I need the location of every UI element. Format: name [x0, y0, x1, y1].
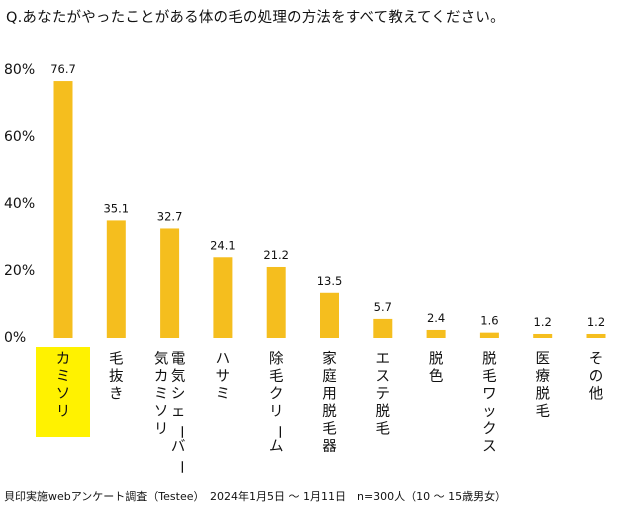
bar-value-label: 35.1	[103, 201, 129, 215]
category-label-char: サ	[216, 369, 231, 385]
bar	[426, 329, 446, 338]
y-tick-label: 60%	[4, 129, 35, 145]
bar-value-label: 1.2	[587, 315, 605, 329]
category-label-char: 毛	[269, 368, 284, 385]
bar	[533, 333, 553, 338]
category-label-char: 毛	[376, 421, 391, 438]
category-label-char: 毛	[482, 368, 497, 385]
category-label-char: き	[109, 386, 124, 403]
category-label-char: バ	[171, 439, 186, 455]
category-label-char: ミ	[154, 387, 169, 403]
category-label-char: 色	[429, 368, 444, 385]
category-label-char: 医	[535, 352, 550, 368]
category-label-char: ッ	[482, 404, 497, 420]
category-label-char: エ	[376, 352, 391, 368]
bar	[373, 318, 393, 338]
bar-value-label: 13.5	[317, 274, 343, 288]
bar-value-label: 5.7	[374, 300, 392, 314]
question-title: Q.あなたがやったことがある体の毛の処理の方法をすべて教えてください。	[6, 10, 505, 26]
category-label-char: ム	[269, 439, 284, 455]
category-label-char: 器	[322, 439, 337, 455]
y-tick-label: 80%	[4, 62, 35, 78]
bar-value-label: 32.7	[157, 209, 183, 223]
category-label-char: 気	[171, 368, 186, 385]
category-label-char: シ	[171, 387, 186, 403]
category-label-char: 毛	[322, 421, 337, 438]
category-label-char: ー	[271, 425, 287, 440]
category-label-char: ハ	[216, 352, 231, 368]
category-label-char: 除	[269, 351, 284, 368]
category-label-char: 庭	[322, 368, 337, 385]
category-label-char: ミ	[216, 387, 231, 403]
category-label-char: ク	[482, 421, 497, 438]
category-label-char: テ	[376, 387, 391, 403]
bar-value-label: 21.2	[263, 248, 289, 262]
category-label-char: ソ	[154, 404, 169, 420]
category-label-char: ス	[482, 439, 497, 455]
category-label-char: 他	[589, 386, 604, 403]
y-tick-label: 20%	[4, 263, 35, 279]
category-label-char: 脱	[482, 351, 497, 368]
category-label-char: ス	[376, 369, 391, 385]
category-label-char: 療	[535, 368, 550, 385]
bar-value-label: 1.6	[480, 314, 498, 328]
category-label-char: 抜	[109, 368, 124, 385]
bar	[160, 228, 180, 338]
bar	[266, 266, 286, 338]
category-label-char: リ	[56, 404, 71, 420]
category-label-char: ェ	[171, 404, 186, 420]
category-label-char: 家	[322, 351, 337, 368]
bar	[106, 220, 126, 338]
category-label-char: ワ	[482, 387, 497, 403]
bar-value-label: 76.7	[50, 62, 76, 76]
category-label-char: の	[589, 369, 604, 385]
survey-source-note: 貝印実施webアンケート調査（Testee） 2024年1月5日 ～ 1月11日…	[4, 490, 507, 503]
category-label-char: ク	[269, 386, 284, 403]
category-label-char: 毛	[109, 351, 124, 368]
category-label-char: そ	[589, 352, 604, 368]
highlighted-category-background	[36, 347, 90, 437]
category-label-char: 脱	[535, 386, 550, 403]
category-label-char: カ	[56, 352, 71, 368]
bar	[479, 332, 499, 338]
category-label-char: ミ	[56, 369, 71, 385]
bar-value-label: 2.4	[427, 311, 445, 325]
category-label-char: ソ	[56, 387, 71, 403]
bar	[53, 81, 73, 339]
y-tick-label: 40%	[4, 196, 35, 212]
category-label-char: ー	[173, 425, 189, 440]
category-label-char: 用	[322, 387, 337, 403]
category-label-char: カ	[154, 369, 169, 385]
category-label-char: 脱	[322, 403, 337, 420]
category-label-char: リ	[269, 404, 284, 420]
category-label-char: 脱	[376, 403, 391, 420]
category-label-char: 電	[171, 352, 186, 368]
category-label-char: 脱	[429, 351, 444, 368]
bar-value-label: 1.2	[534, 315, 552, 329]
category-label-char: 気	[154, 351, 169, 368]
category-label-char: 毛	[535, 403, 550, 420]
bar-value-label: 24.1	[210, 238, 236, 252]
category-label-char: ー	[173, 460, 189, 475]
bar	[320, 292, 339, 338]
category-label-char: リ	[154, 422, 169, 438]
bar	[213, 257, 233, 338]
bar	[586, 333, 606, 338]
y-tick-label: 0%	[4, 330, 26, 346]
